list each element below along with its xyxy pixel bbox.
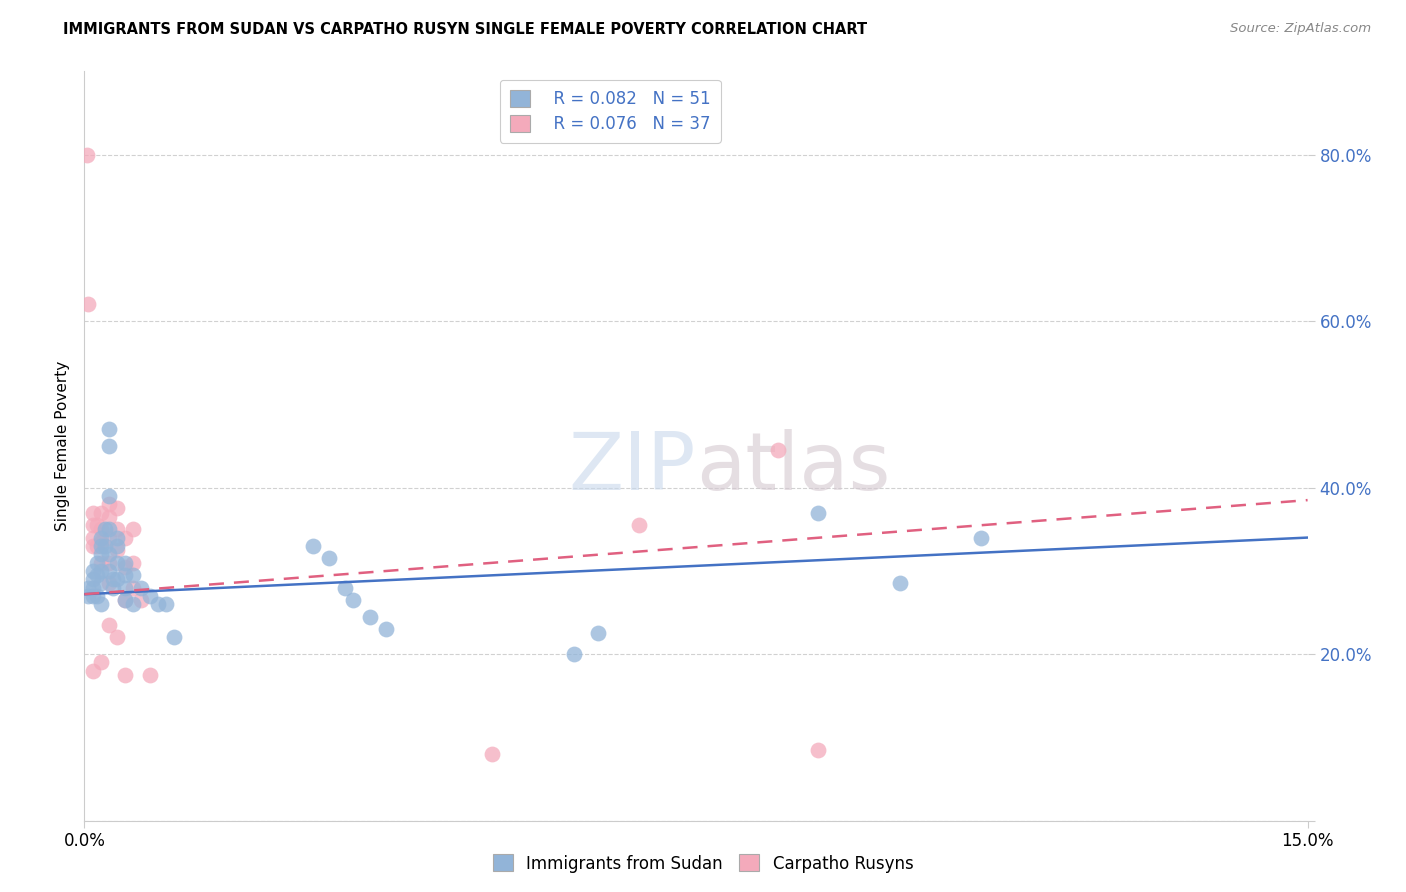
Point [90,531,112,545]
Point [105,531,128,545]
Point [114,556,136,570]
Point [86,518,108,533]
Point [122,597,145,611]
Point [114,581,136,595]
Point [105,539,128,553]
Point [82,664,104,678]
Point [101,572,124,586]
Point [627,518,650,533]
Point [131,581,153,595]
Point [97,547,120,561]
Point [807,506,830,520]
Point [114,668,136,682]
Point [138,589,160,603]
Point [375,622,398,636]
Point [122,522,145,536]
Point [318,551,340,566]
Point [105,522,128,536]
Point [97,422,120,436]
Point [86,539,108,553]
Point [122,581,145,595]
Point [82,531,104,545]
Point [97,497,120,511]
Point [90,576,112,591]
Point [77,589,100,603]
Point [77,581,100,595]
Point [114,593,136,607]
Point [82,572,104,586]
Point [90,547,112,561]
Point [138,668,160,682]
Point [335,581,357,595]
Point [114,559,136,574]
Point [766,443,789,458]
Text: ZIP: ZIP [568,429,696,508]
Point [97,576,120,591]
Point [93,522,115,536]
Point [586,626,609,640]
Point [105,556,128,570]
Point [342,593,364,607]
Point [97,489,120,503]
Point [97,556,120,570]
Point [97,509,120,524]
Point [90,534,112,549]
Point [970,531,993,545]
Point [82,506,104,520]
Point [90,556,112,570]
Point [122,556,145,570]
Point [90,656,112,670]
Legend: Immigrants from Sudan, Carpatho Rusyns: Immigrants from Sudan, Carpatho Rusyns [486,847,920,880]
Y-axis label: Single Female Poverty: Single Female Poverty [55,361,70,531]
Point [90,539,112,553]
Point [146,597,169,611]
Text: IMMIGRANTS FROM SUDAN VS CARPATHO RUSYN SINGLE FEMALE POVERTY CORRELATION CHART: IMMIGRANTS FROM SUDAN VS CARPATHO RUSYN … [63,22,868,37]
Point [105,631,128,645]
Point [807,743,830,757]
Point [122,568,145,582]
Point [86,556,108,570]
Point [97,531,120,545]
Point [77,297,100,311]
Point [105,501,128,516]
Point [97,439,120,453]
Point [90,522,112,536]
Point [93,539,115,553]
Point [82,581,104,595]
Point [114,531,136,545]
Point [86,568,108,582]
Point [82,589,104,603]
Point [76,147,98,161]
Point [163,631,186,645]
Text: Source: ZipAtlas.com: Source: ZipAtlas.com [1230,22,1371,36]
Point [155,597,177,611]
Point [131,593,153,607]
Point [101,581,124,595]
Point [301,539,323,553]
Point [114,568,136,582]
Point [97,522,120,536]
Point [90,597,112,611]
Point [889,576,911,591]
Point [82,539,104,553]
Point [86,589,108,603]
Text: atlas: atlas [696,429,890,508]
Point [97,618,120,632]
Point [114,593,136,607]
Point [359,609,381,624]
Point [82,564,104,578]
Point [105,543,128,558]
Point [90,564,112,578]
Point [90,506,112,520]
Point [562,647,585,661]
Legend:   R = 0.082   N = 51,   R = 0.076   N = 37: R = 0.082 N = 51, R = 0.076 N = 37 [501,79,721,143]
Point [82,518,104,533]
Point [97,564,120,578]
Point [105,572,128,586]
Point [481,747,503,761]
